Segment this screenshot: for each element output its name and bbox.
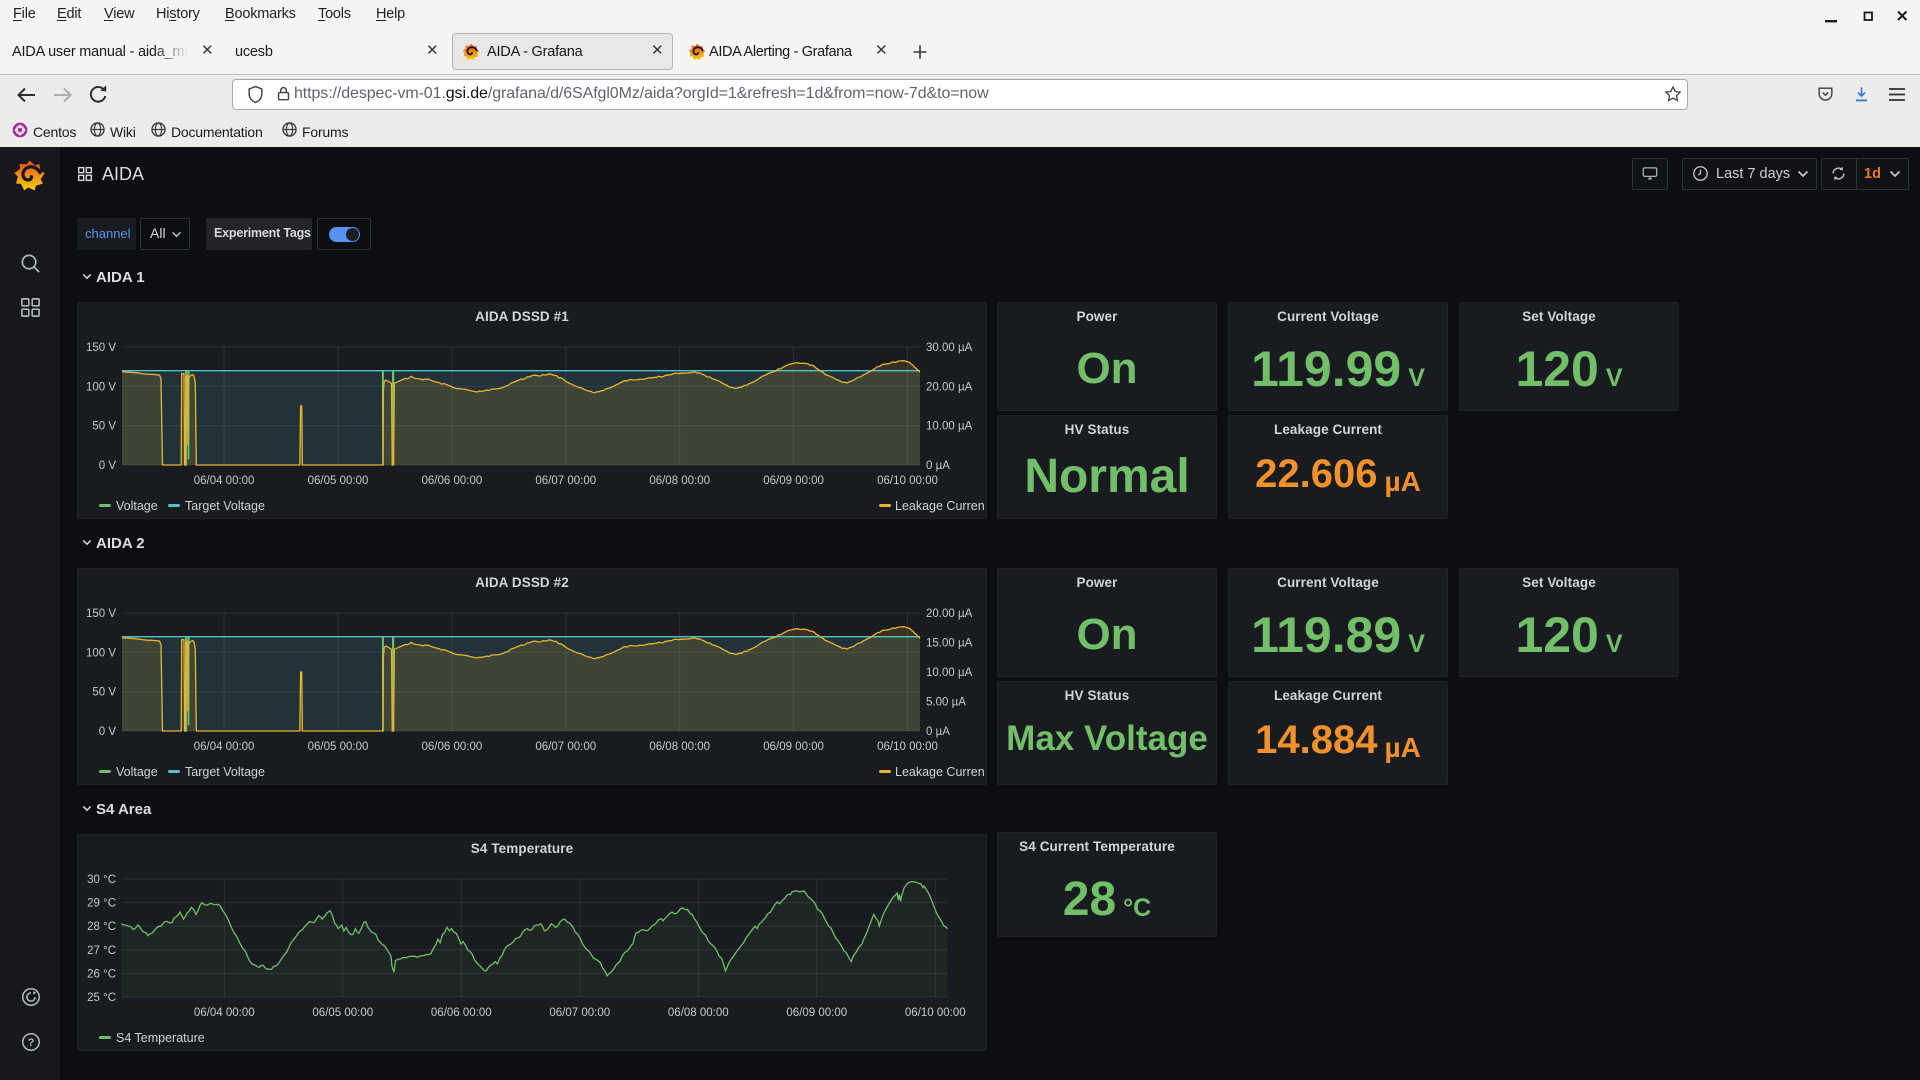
svg-text:06/06 00:00: 06/06 00:00 [422, 741, 483, 753]
svg-text:10.00 µA: 10.00 µA [926, 667, 973, 679]
svg-text:Voltage: Voltage [116, 499, 158, 513]
svg-text:30.00 µA: 30.00 µA [926, 342, 973, 354]
svg-text:Leakage Curren: Leakage Curren [895, 499, 985, 513]
svg-text:06/09 00:00: 06/09 00:00 [786, 1007, 847, 1019]
svg-text:50 V: 50 V [92, 421, 116, 433]
svg-text:150 V: 150 V [86, 608, 116, 620]
svg-text:5.00 µA: 5.00 µA [926, 697, 966, 709]
svg-text:15.00 µA: 15.00 µA [926, 638, 973, 650]
svg-text:10.00 µA: 10.00 µA [926, 421, 973, 433]
svg-text:06/05 00:00: 06/05 00:00 [308, 475, 369, 487]
svg-text:150 V: 150 V [86, 342, 116, 354]
svg-text:0 V: 0 V [99, 726, 117, 738]
svg-text:06/05 00:00: 06/05 00:00 [312, 1007, 373, 1019]
svg-text:0 V: 0 V [99, 460, 117, 472]
svg-text:06/04 00:00: 06/04 00:00 [194, 1007, 255, 1019]
svg-text:06/07 00:00: 06/07 00:00 [535, 475, 596, 487]
svg-text:06/06 00:00: 06/06 00:00 [431, 1007, 492, 1019]
svg-text:Leakage Curren: Leakage Curren [895, 765, 985, 779]
svg-text:29 °C: 29 °C [87, 898, 116, 910]
svg-text:28 °C: 28 °C [87, 921, 116, 933]
svg-text:06/06 00:00: 06/06 00:00 [422, 475, 483, 487]
svg-text:06/07 00:00: 06/07 00:00 [535, 741, 596, 753]
svg-text:06/09 00:00: 06/09 00:00 [763, 475, 824, 487]
svg-text:0 µA: 0 µA [926, 460, 950, 472]
svg-text:Target Voltage: Target Voltage [185, 765, 265, 779]
svg-text:06/05 00:00: 06/05 00:00 [308, 741, 369, 753]
svg-text:Target Voltage: Target Voltage [185, 499, 265, 513]
svg-text:06/08 00:00: 06/08 00:00 [649, 741, 710, 753]
svg-text:06/10 00:00: 06/10 00:00 [877, 741, 938, 753]
svg-text:06/04 00:00: 06/04 00:00 [194, 741, 255, 753]
svg-text:Voltage: Voltage [116, 765, 158, 779]
svg-text:0 µA: 0 µA [926, 726, 950, 738]
svg-text:06/10 00:00: 06/10 00:00 [905, 1007, 966, 1019]
svg-text:26 °C: 26 °C [87, 968, 116, 980]
svg-text:30 °C: 30 °C [87, 874, 116, 886]
svg-text:06/08 00:00: 06/08 00:00 [649, 475, 710, 487]
svg-text:20.00 µA: 20.00 µA [926, 381, 973, 393]
svg-text:25 °C: 25 °C [87, 992, 116, 1004]
svg-text:06/10 00:00: 06/10 00:00 [877, 475, 938, 487]
svg-text:100 V: 100 V [86, 647, 116, 659]
svg-text:?: ? [28, 1037, 35, 1049]
svg-text:S4 Temperature: S4 Temperature [116, 1031, 205, 1045]
svg-text:100 V: 100 V [86, 381, 116, 393]
svg-text:27 °C: 27 °C [87, 945, 116, 957]
svg-text:50 V: 50 V [92, 687, 116, 699]
svg-text:06/07 00:00: 06/07 00:00 [549, 1007, 610, 1019]
svg-text:06/04 00:00: 06/04 00:00 [194, 475, 255, 487]
svg-text:20.00 µA: 20.00 µA [926, 608, 973, 620]
svg-text:06/08 00:00: 06/08 00:00 [668, 1007, 729, 1019]
svg-text:06/09 00:00: 06/09 00:00 [763, 741, 824, 753]
